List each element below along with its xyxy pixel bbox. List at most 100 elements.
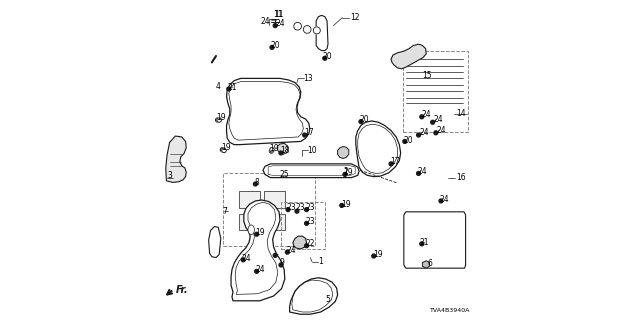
Polygon shape: [338, 147, 349, 158]
Text: 24: 24: [275, 20, 285, 28]
Circle shape: [286, 208, 290, 212]
Text: 24: 24: [420, 128, 429, 137]
Circle shape: [220, 148, 225, 152]
Circle shape: [273, 253, 277, 257]
Text: 24: 24: [422, 110, 431, 119]
Text: 11: 11: [274, 10, 283, 19]
Circle shape: [253, 182, 257, 186]
Text: 4: 4: [216, 82, 221, 91]
Text: 12: 12: [351, 13, 360, 22]
Text: 23: 23: [306, 203, 316, 212]
Circle shape: [314, 27, 321, 34]
Text: 17: 17: [304, 128, 314, 137]
Text: 20: 20: [270, 41, 280, 50]
Circle shape: [340, 204, 344, 207]
Text: 2: 2: [344, 167, 349, 176]
Text: 24: 24: [418, 167, 428, 176]
Text: 24: 24: [287, 246, 296, 255]
Circle shape: [279, 263, 283, 267]
Polygon shape: [422, 261, 429, 268]
Polygon shape: [404, 212, 466, 268]
Text: 24: 24: [440, 195, 450, 204]
Circle shape: [217, 118, 221, 122]
Circle shape: [417, 172, 420, 175]
Bar: [239, 191, 260, 208]
Circle shape: [269, 149, 273, 153]
Text: 20: 20: [360, 116, 370, 124]
Text: 1: 1: [317, 257, 323, 266]
Text: 19: 19: [255, 228, 265, 237]
Text: 24: 24: [434, 116, 444, 124]
Text: 20: 20: [323, 52, 332, 61]
Circle shape: [255, 269, 259, 273]
Text: 5: 5: [326, 295, 331, 304]
Text: 11: 11: [275, 10, 284, 19]
Text: 19: 19: [344, 168, 353, 177]
Text: 19: 19: [340, 200, 351, 209]
Circle shape: [295, 209, 299, 213]
Circle shape: [372, 254, 376, 258]
Circle shape: [431, 120, 435, 124]
Circle shape: [241, 258, 245, 262]
Polygon shape: [277, 143, 288, 154]
Polygon shape: [391, 44, 426, 69]
Circle shape: [222, 148, 227, 153]
Text: 13: 13: [303, 74, 313, 83]
Circle shape: [305, 244, 308, 248]
Circle shape: [343, 172, 347, 176]
Text: 18: 18: [280, 146, 289, 155]
Text: 21: 21: [420, 238, 429, 247]
Bar: [403, 51, 468, 132]
Circle shape: [294, 22, 301, 30]
Text: 22: 22: [306, 239, 315, 248]
Circle shape: [420, 115, 424, 119]
Circle shape: [270, 148, 275, 152]
Text: Fr.: Fr.: [176, 285, 189, 295]
Text: 6: 6: [428, 260, 432, 268]
Text: 15: 15: [422, 71, 432, 80]
Text: 24: 24: [261, 17, 271, 26]
Bar: [264, 214, 285, 230]
Text: 20: 20: [404, 136, 413, 145]
Text: 19: 19: [269, 144, 279, 153]
Circle shape: [439, 199, 443, 203]
Text: 19: 19: [372, 250, 383, 259]
Circle shape: [305, 221, 308, 225]
Text: 24: 24: [437, 126, 447, 135]
Text: 14: 14: [456, 109, 466, 118]
Text: 21: 21: [228, 83, 237, 92]
Circle shape: [359, 120, 363, 124]
Circle shape: [255, 232, 259, 236]
Text: TVA4B3940A: TVA4B3940A: [430, 308, 470, 313]
Text: 3: 3: [167, 172, 172, 180]
Text: 19: 19: [216, 113, 226, 122]
Circle shape: [434, 131, 438, 135]
Polygon shape: [290, 278, 338, 314]
Circle shape: [303, 26, 311, 33]
Text: 9: 9: [280, 258, 285, 267]
Text: 24: 24: [255, 265, 265, 274]
Polygon shape: [231, 200, 285, 301]
Circle shape: [303, 133, 307, 137]
Circle shape: [420, 242, 424, 246]
Bar: [281, 202, 325, 249]
Circle shape: [403, 140, 407, 143]
Circle shape: [285, 250, 289, 254]
Text: 10: 10: [307, 146, 317, 155]
Circle shape: [227, 87, 231, 91]
Circle shape: [279, 151, 283, 155]
Text: 24: 24: [242, 254, 252, 263]
Bar: [264, 191, 285, 208]
Polygon shape: [227, 78, 310, 145]
Text: 17: 17: [390, 157, 399, 166]
Text: 23: 23: [296, 203, 305, 212]
Circle shape: [323, 56, 327, 60]
Polygon shape: [292, 236, 307, 249]
Bar: [239, 214, 260, 230]
Polygon shape: [263, 164, 359, 178]
Ellipse shape: [248, 225, 254, 235]
Circle shape: [273, 24, 277, 28]
Circle shape: [305, 208, 308, 212]
Bar: [223, 173, 315, 246]
Text: 23: 23: [306, 217, 316, 226]
